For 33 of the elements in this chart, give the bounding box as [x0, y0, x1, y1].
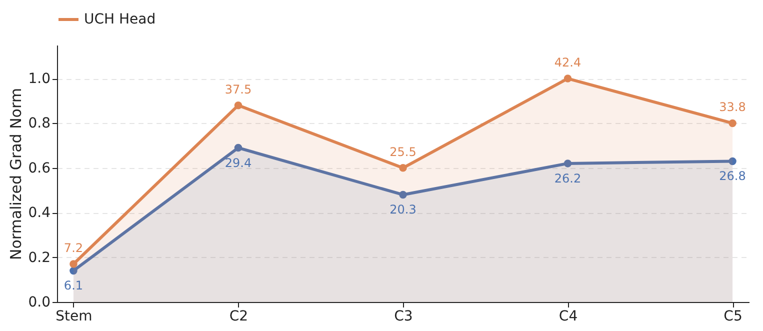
- point: [564, 74, 572, 82]
- x-tick-label: Stem: [56, 308, 92, 324]
- annotation: 26.8: [719, 169, 746, 184]
- y-axis-title: Normalized Grad Norm: [7, 88, 26, 260]
- y-tick-label: 0.4: [28, 205, 51, 222]
- point: [234, 144, 242, 152]
- point: [399, 190, 407, 199]
- annotation: 7.2: [64, 241, 84, 256]
- y-tick-label: 0.2: [28, 250, 50, 266]
- annotation: 20.3: [390, 202, 416, 217]
- annotation: 26.2: [554, 171, 582, 186]
- x-tick-label: C3: [394, 308, 413, 324]
- annotation: 25.5: [390, 144, 416, 159]
- point: [70, 266, 78, 275]
- y-tick-label: 0.6: [28, 160, 51, 176]
- point: [234, 101, 242, 110]
- annotation: 29.4: [224, 156, 252, 170]
- x-tick-label: C4: [558, 308, 578, 324]
- y-tick-label: 1.0: [28, 71, 50, 88]
- x-tick-label: C2: [229, 308, 248, 324]
- y-tick-label: 0.0: [28, 294, 50, 310]
- point: [399, 164, 407, 172]
- annotation: 33.8: [719, 100, 746, 114]
- point: [564, 160, 572, 168]
- legend-label: UCH Head: [84, 12, 156, 28]
- point: [728, 119, 736, 128]
- annotation: 37.5: [224, 82, 252, 96]
- x-tick-label: C5: [724, 308, 742, 324]
- annotation: 42.4: [554, 56, 582, 70]
- annotation: 6.1: [64, 278, 84, 293]
- point: [728, 157, 736, 166]
- point: [70, 260, 78, 268]
- y-tick-label: 0.8: [28, 116, 50, 132]
